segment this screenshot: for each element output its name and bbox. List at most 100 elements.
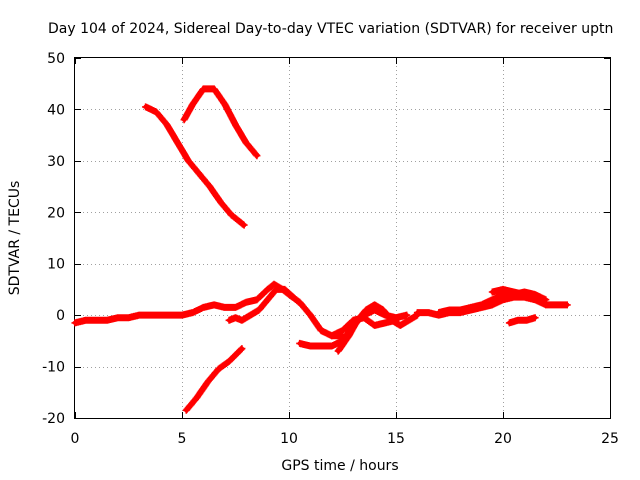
y-tick-label: -10	[42, 360, 65, 376]
series-markers	[182, 345, 246, 414]
data-point	[265, 297, 270, 302]
y-tick-label: -20	[42, 411, 65, 427]
data-point	[383, 320, 388, 326]
data-point	[137, 312, 142, 318]
data-point	[239, 318, 245, 323]
data-point	[239, 346, 245, 351]
x-tick-label: 10	[280, 431, 298, 447]
data-point	[265, 287, 270, 292]
data-point	[169, 312, 174, 318]
data-point	[229, 212, 234, 218]
plot-frame	[74, 57, 611, 419]
data-point	[126, 315, 131, 320]
data-point	[308, 343, 313, 349]
y-tick-label: 40	[47, 102, 65, 118]
data-point	[244, 300, 249, 305]
data-point	[398, 323, 403, 328]
data-point	[490, 289, 495, 295]
data-point	[372, 323, 377, 328]
data-point	[515, 318, 521, 323]
data-point	[254, 297, 260, 302]
data-point	[226, 318, 232, 323]
series-high-hump	[180, 85, 261, 160]
y-axis-label: SDTVAR / TECUs	[7, 181, 23, 296]
data-point	[299, 302, 305, 308]
data-point	[175, 140, 180, 146]
series-late-c	[488, 285, 539, 301]
data-point	[218, 199, 223, 205]
x-tick-label: 0	[71, 431, 80, 447]
x-tick-label: 5	[178, 431, 187, 447]
data-point	[282, 287, 287, 292]
data-point	[297, 341, 302, 346]
data-point	[273, 287, 279, 292]
data-point	[458, 307, 463, 313]
series-high-decline	[142, 103, 248, 229]
data-point	[468, 305, 474, 310]
tick-labels: 0 5 10 15 20 25 -20 -10 0 10 20 30 40 50	[42, 51, 619, 447]
data-point	[147, 312, 153, 318]
data-point	[244, 140, 249, 146]
data-point	[406, 318, 412, 323]
series-baseline-a	[71, 280, 346, 340]
data-point	[308, 312, 313, 318]
data-point	[94, 318, 99, 323]
x-axis-label: GPS time / hours	[281, 458, 398, 474]
data-point	[318, 328, 324, 333]
series-loop-segment-b	[328, 314, 400, 340]
data-point	[233, 315, 238, 320]
chart-title: Day 104 of 2024, Sidereal Day-to-day VTE…	[48, 21, 613, 37]
data-point	[201, 305, 206, 310]
series-markers	[180, 85, 261, 160]
y-tick-label: 0	[56, 308, 65, 324]
data-point	[291, 294, 296, 300]
axis-ticks	[75, 58, 611, 419]
data-point	[507, 320, 512, 326]
y-tick-label: 20	[47, 205, 65, 221]
data-point	[233, 122, 238, 128]
data-point	[211, 302, 217, 308]
data-point	[565, 302, 570, 308]
data-point	[196, 171, 202, 176]
y-tick-label: 50	[47, 51, 65, 67]
data-points	[71, 85, 571, 414]
data-point	[500, 292, 506, 297]
data-point	[271, 282, 277, 287]
data-point	[363, 307, 369, 313]
series-markers	[71, 280, 346, 340]
data-point	[329, 333, 334, 338]
data-point	[425, 310, 431, 315]
data-point	[372, 302, 377, 308]
data-point	[83, 318, 88, 323]
data-point	[72, 320, 78, 326]
data-point	[318, 343, 324, 349]
data-point	[490, 302, 495, 308]
data-point	[233, 305, 238, 310]
data-point	[248, 312, 253, 318]
data-point	[222, 102, 227, 107]
data-point	[194, 395, 200, 400]
data-point	[179, 312, 185, 318]
data-point	[211, 86, 217, 92]
data-point	[436, 310, 441, 315]
data-point	[361, 315, 367, 320]
data-point	[500, 287, 506, 292]
data-point	[500, 297, 506, 302]
data-point	[329, 343, 334, 349]
data-point	[164, 122, 170, 128]
data-point	[207, 184, 213, 189]
data-point	[543, 302, 548, 308]
data-point	[351, 318, 356, 323]
data-point	[104, 318, 110, 323]
data-point	[532, 315, 538, 320]
data-point	[190, 310, 195, 315]
data-point	[256, 307, 262, 313]
data-point	[241, 222, 247, 228]
data-point	[380, 307, 386, 313]
x-tick-label: 25	[601, 431, 619, 447]
data-point	[346, 333, 352, 338]
data-point	[184, 408, 189, 413]
data-point	[447, 307, 452, 313]
data-point	[254, 153, 260, 158]
